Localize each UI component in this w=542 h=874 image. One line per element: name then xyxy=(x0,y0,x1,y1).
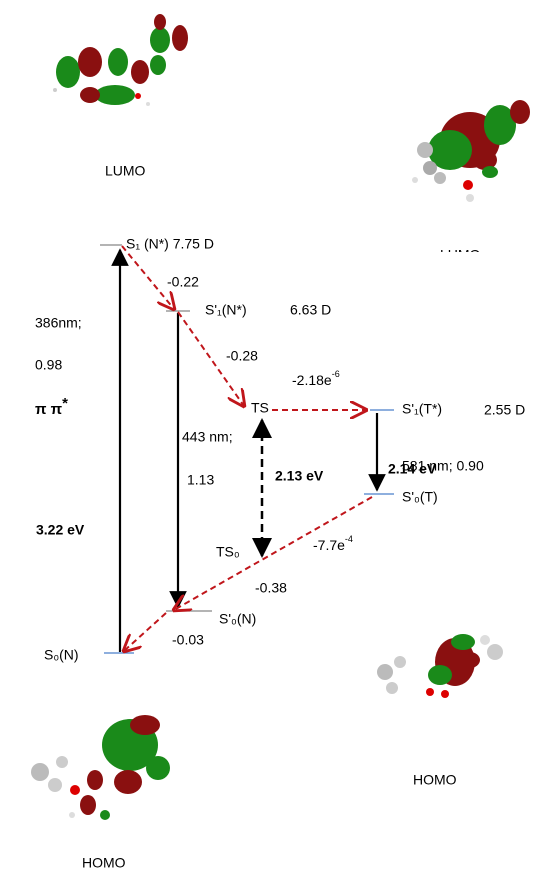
state-label: TS₀ xyxy=(216,544,240,560)
annotation: 0.98 xyxy=(35,357,62,373)
state-label: S₁ (N*) 7.75 D xyxy=(126,236,214,252)
annotation: 1.13 xyxy=(187,472,214,488)
state-label: TS xyxy=(251,400,269,416)
annotation: 2.14 eV xyxy=(388,461,437,477)
annotation: 443 nm; xyxy=(182,429,233,445)
levels xyxy=(100,245,394,653)
charge: -2.18e-6 xyxy=(292,369,340,387)
charge: -0.03 xyxy=(172,632,204,648)
state-label: S'₀(N) xyxy=(219,611,256,627)
state-label: S₀(N) xyxy=(44,647,79,663)
arrows xyxy=(120,246,377,652)
homo-molecule-left xyxy=(31,715,170,820)
orbital-label: LUMO xyxy=(440,247,481,263)
state-label: S'₁(T*) xyxy=(402,401,442,417)
orbital-label: LUMO xyxy=(105,163,146,179)
lumo-molecule-right xyxy=(412,100,530,202)
orbital-label: HOMO xyxy=(413,772,457,788)
homo-molecule-right xyxy=(377,634,503,698)
orbital-label: HOMO xyxy=(82,855,126,871)
dipole: 2.55 D xyxy=(484,402,525,418)
transition: π π* xyxy=(35,395,68,418)
lumo-molecule xyxy=(53,14,188,106)
annotation: 2.13 eV xyxy=(275,468,324,484)
state-label: S'₀(T) xyxy=(402,489,438,505)
state-label: S'₁(N*) xyxy=(205,302,247,318)
annotation: 386nm; xyxy=(35,315,82,331)
annotation: 3.22 eV xyxy=(36,522,85,538)
charge: -7.7e-4 xyxy=(313,534,353,552)
charge: -0.22 xyxy=(167,274,199,290)
dipole: 6.63 D xyxy=(290,302,331,318)
diagram: LUMO LUMO HOMO HOMO S₁ (N*) 7.75 D S'₁(N… xyxy=(0,0,542,874)
charge: -0.38 xyxy=(255,580,287,596)
charge: -0.28 xyxy=(226,348,258,364)
